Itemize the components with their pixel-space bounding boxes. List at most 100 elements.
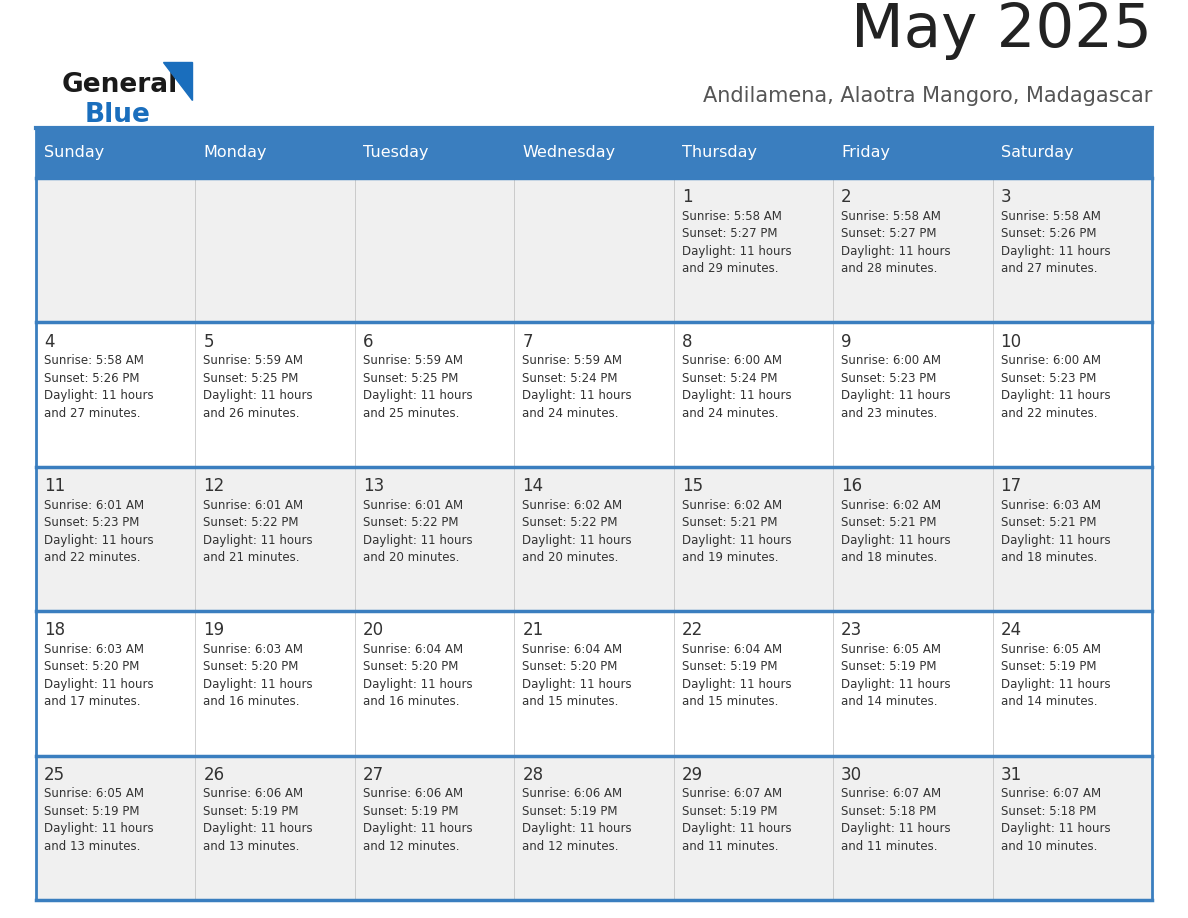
Text: 23: 23 [841,621,862,639]
Bar [196,466,355,611]
Text: 12: 12 [203,477,225,495]
Bar [196,322,355,466]
Text: Friday: Friday [841,145,890,161]
Bar [36,178,196,322]
Text: Sunrise: 6:05 AM
Sunset: 5:19 PM
Daylight: 11 hours
and 14 minutes.: Sunrise: 6:05 AM Sunset: 5:19 PM Dayligh… [841,643,950,709]
Text: Sunrise: 6:02 AM
Sunset: 5:22 PM
Daylight: 11 hours
and 20 minutes.: Sunrise: 6:02 AM Sunset: 5:22 PM Dayligh… [523,498,632,564]
Bar [36,611,196,756]
Text: Sunrise: 6:00 AM
Sunset: 5:23 PM
Daylight: 11 hours
and 22 minutes.: Sunrise: 6:00 AM Sunset: 5:23 PM Dayligh… [1000,354,1110,420]
Text: 22: 22 [682,621,703,639]
Text: 19: 19 [203,621,225,639]
Text: Sunrise: 6:07 AM
Sunset: 5:18 PM
Daylight: 11 hours
and 11 minutes.: Sunrise: 6:07 AM Sunset: 5:18 PM Dayligh… [841,788,950,853]
Bar [514,756,674,900]
Text: Sunrise: 5:59 AM
Sunset: 5:25 PM
Daylight: 11 hours
and 26 minutes.: Sunrise: 5:59 AM Sunset: 5:25 PM Dayligh… [203,354,312,420]
Text: 25: 25 [44,766,65,784]
Text: 31: 31 [1000,766,1022,784]
Text: Blue: Blue [86,102,151,128]
Bar [514,128,674,178]
Bar [674,178,833,322]
Text: Sunrise: 6:04 AM
Sunset: 5:20 PM
Daylight: 11 hours
and 15 minutes.: Sunrise: 6:04 AM Sunset: 5:20 PM Dayligh… [523,643,632,709]
Bar [355,178,514,322]
Text: 1: 1 [682,188,693,207]
Bar [992,322,1152,466]
Text: Sunrise: 6:01 AM
Sunset: 5:22 PM
Daylight: 11 hours
and 20 minutes.: Sunrise: 6:01 AM Sunset: 5:22 PM Dayligh… [362,498,473,564]
Bar [355,756,514,900]
Bar [514,322,674,466]
Text: 16: 16 [841,477,862,495]
Bar [514,611,674,756]
Text: 24: 24 [1000,621,1022,639]
Text: 6: 6 [362,332,373,351]
Bar [355,322,514,466]
Text: 27: 27 [362,766,384,784]
Bar [36,466,196,611]
Text: 15: 15 [682,477,703,495]
Bar [355,611,514,756]
Text: 5: 5 [203,332,214,351]
Text: Sunrise: 6:03 AM
Sunset: 5:20 PM
Daylight: 11 hours
and 16 minutes.: Sunrise: 6:03 AM Sunset: 5:20 PM Dayligh… [203,643,312,709]
Bar [36,322,196,466]
Text: 14: 14 [523,477,543,495]
Bar [674,466,833,611]
Bar [514,466,674,611]
Bar [355,466,514,611]
Text: Sunrise: 6:00 AM
Sunset: 5:23 PM
Daylight: 11 hours
and 23 minutes.: Sunrise: 6:00 AM Sunset: 5:23 PM Dayligh… [841,354,950,420]
Text: 3: 3 [1000,188,1011,207]
Text: 2: 2 [841,188,852,207]
Bar [196,128,355,178]
Bar [833,611,992,756]
Text: 10: 10 [1000,332,1022,351]
Text: General: General [62,72,178,98]
Text: 28: 28 [523,766,543,784]
Text: Thursday: Thursday [682,145,757,161]
Text: 11: 11 [44,477,65,495]
Text: Sunrise: 6:04 AM
Sunset: 5:19 PM
Daylight: 11 hours
and 15 minutes.: Sunrise: 6:04 AM Sunset: 5:19 PM Dayligh… [682,643,791,709]
Text: Sunrise: 6:05 AM
Sunset: 5:19 PM
Daylight: 11 hours
and 14 minutes.: Sunrise: 6:05 AM Sunset: 5:19 PM Dayligh… [1000,643,1110,709]
Bar [992,466,1152,611]
Text: 13: 13 [362,477,384,495]
Text: Sunrise: 5:58 AM
Sunset: 5:27 PM
Daylight: 11 hours
and 29 minutes.: Sunrise: 5:58 AM Sunset: 5:27 PM Dayligh… [682,210,791,275]
Text: 26: 26 [203,766,225,784]
Text: Sunrise: 6:07 AM
Sunset: 5:18 PM
Daylight: 11 hours
and 10 minutes.: Sunrise: 6:07 AM Sunset: 5:18 PM Dayligh… [1000,788,1110,853]
Bar [196,178,355,322]
Text: Sunrise: 5:58 AM
Sunset: 5:27 PM
Daylight: 11 hours
and 28 minutes.: Sunrise: 5:58 AM Sunset: 5:27 PM Dayligh… [841,210,950,275]
Text: Sunrise: 6:02 AM
Sunset: 5:21 PM
Daylight: 11 hours
and 19 minutes.: Sunrise: 6:02 AM Sunset: 5:21 PM Dayligh… [682,498,791,564]
Text: Sunrise: 6:06 AM
Sunset: 5:19 PM
Daylight: 11 hours
and 12 minutes.: Sunrise: 6:06 AM Sunset: 5:19 PM Dayligh… [523,788,632,853]
Text: 8: 8 [682,332,693,351]
Text: Wednesday: Wednesday [523,145,615,161]
Bar [355,128,514,178]
Bar [833,128,992,178]
Text: Sunrise: 5:58 AM
Sunset: 5:26 PM
Daylight: 11 hours
and 27 minutes.: Sunrise: 5:58 AM Sunset: 5:26 PM Dayligh… [1000,210,1110,275]
Bar [992,611,1152,756]
Text: 9: 9 [841,332,852,351]
Text: Sunrise: 5:59 AM
Sunset: 5:24 PM
Daylight: 11 hours
and 24 minutes.: Sunrise: 5:59 AM Sunset: 5:24 PM Dayligh… [523,354,632,420]
Bar [833,756,992,900]
Bar [196,611,355,756]
Text: Sunrise: 6:01 AM
Sunset: 5:23 PM
Daylight: 11 hours
and 22 minutes.: Sunrise: 6:01 AM Sunset: 5:23 PM Dayligh… [44,498,153,564]
Text: Sunrise: 6:03 AM
Sunset: 5:20 PM
Daylight: 11 hours
and 17 minutes.: Sunrise: 6:03 AM Sunset: 5:20 PM Dayligh… [44,643,153,709]
Polygon shape [163,62,192,100]
Text: 30: 30 [841,766,862,784]
Bar [992,178,1152,322]
Text: Sunrise: 5:59 AM
Sunset: 5:25 PM
Daylight: 11 hours
and 25 minutes.: Sunrise: 5:59 AM Sunset: 5:25 PM Dayligh… [362,354,473,420]
Text: Saturday: Saturday [1000,145,1073,161]
Text: Andilamena, Alaotra Mangoro, Madagascar: Andilamena, Alaotra Mangoro, Madagascar [702,86,1152,106]
Bar [833,178,992,322]
Bar [674,611,833,756]
Text: Sunrise: 6:07 AM
Sunset: 5:19 PM
Daylight: 11 hours
and 11 minutes.: Sunrise: 6:07 AM Sunset: 5:19 PM Dayligh… [682,788,791,853]
Bar [514,178,674,322]
Bar [992,756,1152,900]
Text: Sunrise: 6:01 AM
Sunset: 5:22 PM
Daylight: 11 hours
and 21 minutes.: Sunrise: 6:01 AM Sunset: 5:22 PM Dayligh… [203,498,312,564]
Text: 18: 18 [44,621,65,639]
Text: Sunrise: 6:06 AM
Sunset: 5:19 PM
Daylight: 11 hours
and 13 minutes.: Sunrise: 6:06 AM Sunset: 5:19 PM Dayligh… [203,788,312,853]
Text: Sunrise: 6:03 AM
Sunset: 5:21 PM
Daylight: 11 hours
and 18 minutes.: Sunrise: 6:03 AM Sunset: 5:21 PM Dayligh… [1000,498,1110,564]
Bar [674,128,833,178]
Bar [833,322,992,466]
Bar [36,128,196,178]
Bar [833,466,992,611]
Bar [36,756,196,900]
Text: Sunrise: 6:04 AM
Sunset: 5:20 PM
Daylight: 11 hours
and 16 minutes.: Sunrise: 6:04 AM Sunset: 5:20 PM Dayligh… [362,643,473,709]
Text: Monday: Monday [203,145,267,161]
Bar [992,128,1152,178]
Text: 20: 20 [362,621,384,639]
